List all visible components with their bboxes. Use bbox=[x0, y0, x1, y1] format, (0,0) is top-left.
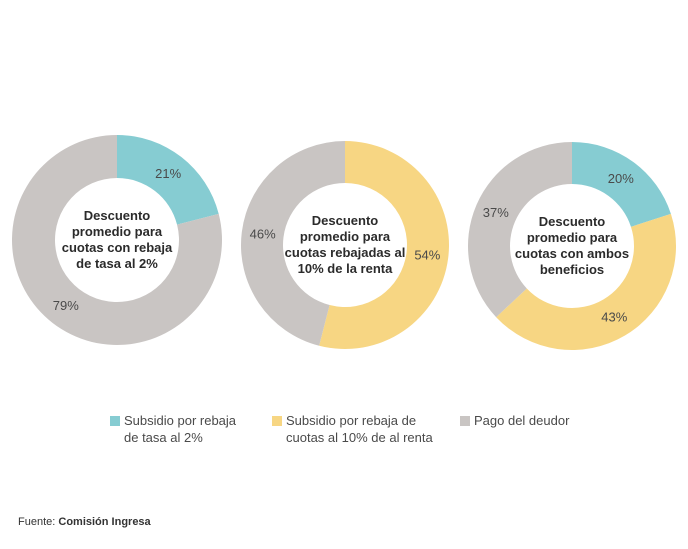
legend-swatch-yellow bbox=[272, 416, 282, 426]
legend-item-subsidio-tasa: Subsidio por rebaja de tasa al 2% bbox=[110, 412, 236, 446]
donut-1-slice-1 bbox=[117, 135, 219, 225]
donut-3-slice-label-2: 43% bbox=[601, 309, 627, 324]
donut-3-slice-label-1: 20% bbox=[608, 171, 634, 186]
source-name: Comisión Ingresa bbox=[58, 516, 151, 528]
donut-1-slice-2 bbox=[12, 135, 222, 345]
legend-swatch-gray bbox=[460, 416, 470, 426]
chart-legend: Subsidio por rebaja de tasa al 2% Subsid… bbox=[110, 412, 670, 452]
donut-2-slice-2 bbox=[240, 141, 345, 346]
legend-label-line2: de tasa al 2% bbox=[124, 430, 203, 445]
donut-1-center-title: Descuento promedio para cuotas con rebaja d… bbox=[62, 208, 173, 271]
donut-chart-2: 54% 46% Descuento promedio para cuotas rebaj… bbox=[240, 141, 449, 349]
donut-3-slice-label-3: 37% bbox=[483, 205, 509, 220]
donut-3-slice-2 bbox=[496, 213, 676, 350]
legend-item-subsidio-renta: Subsidio por rebaja de cuotas al 10% de … bbox=[272, 412, 433, 446]
donut-2-slice-label-1: 54% bbox=[414, 247, 440, 262]
legend-label-line1: Subsidio por rebaja bbox=[124, 413, 237, 428]
donut-chart-3: 20% 43% 37% Descuento promedio para cuotas co… bbox=[468, 142, 676, 350]
legend-label-line2: cuotas al 10% de al renta bbox=[286, 430, 433, 445]
source-note: Fuente: Comisión Ingresa bbox=[18, 516, 151, 528]
donut-2-slice-1 bbox=[319, 141, 449, 349]
donut-3-slice-3 bbox=[468, 142, 572, 318]
donut-1-slice-label-1: 21% bbox=[155, 166, 181, 181]
donut-chart-1: 21% 79% Descuento promedio para cuotas con r… bbox=[12, 135, 222, 345]
donut-1-slice-label-2: 79% bbox=[53, 298, 79, 313]
legend-swatch-teal bbox=[110, 416, 120, 426]
donut-2-center-title: Descuento promedio para cuotas rebajadas a… bbox=[285, 213, 406, 276]
legend-item-pago-deudor: Pago del deudor bbox=[460, 412, 569, 429]
legend-label-line1: Subsidio por rebaja de bbox=[286, 413, 417, 428]
legend-label-line1: Pago del deudor bbox=[474, 413, 570, 428]
source-prefix: Fuente: bbox=[18, 516, 56, 528]
donut-3-slice-1 bbox=[572, 142, 671, 227]
donut-3-center-title: Descuento promedio para cuotas con ambos be… bbox=[515, 214, 629, 277]
donut-2-slice-label-2: 46% bbox=[250, 227, 276, 242]
